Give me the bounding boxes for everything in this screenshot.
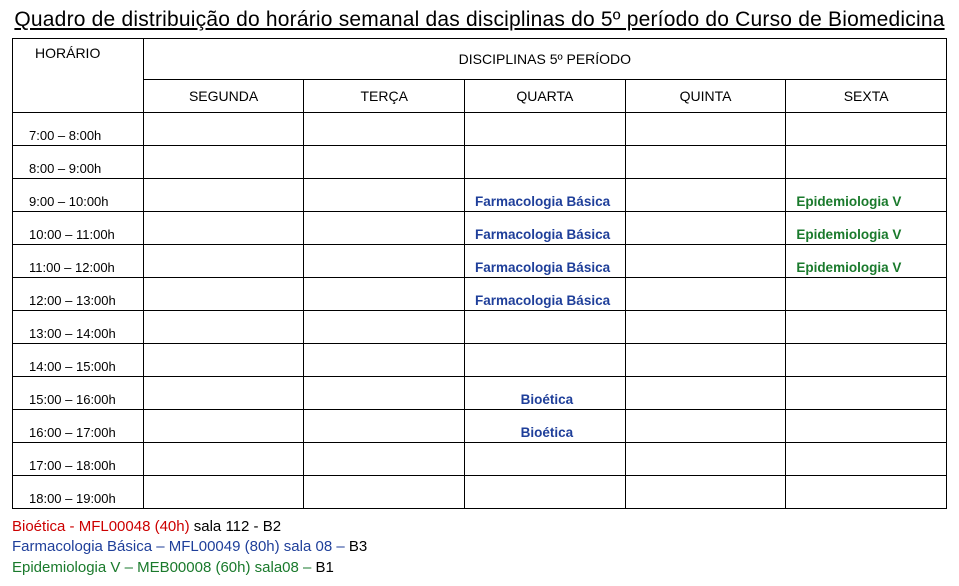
cell-2-0 xyxy=(143,179,304,212)
cell-10-3 xyxy=(625,443,786,476)
cell-6-4 xyxy=(786,311,947,344)
cell-11-2 xyxy=(465,476,626,509)
footer-1a: Bioética - MFL00048 (40h) xyxy=(12,518,190,535)
cell-10-2 xyxy=(465,443,626,476)
cell-1-1 xyxy=(304,146,465,179)
footer-1c: B2 xyxy=(263,518,281,535)
cell-5-4 xyxy=(786,278,947,311)
time-4: 11:00 – 12:00h xyxy=(13,245,144,278)
cell-9-0 xyxy=(143,410,304,443)
footer-1b: sala 112 - xyxy=(190,518,263,535)
cell-2-2: Farmacologia Básica xyxy=(465,179,626,212)
cell-0-2 xyxy=(465,113,626,146)
cell-2-1 xyxy=(304,179,465,212)
footer-3a: Epidemiologia V – MEB00008 (60h) sala08 … xyxy=(12,559,316,576)
col-sexta: SEXTA xyxy=(786,80,947,113)
footer-2a: Farmacologia Básica – MFL00049 (80h) sal… xyxy=(12,538,349,555)
cell-3-2: Farmacologia Básica xyxy=(465,212,626,245)
cell-9-4 xyxy=(786,410,947,443)
cell-7-4 xyxy=(786,344,947,377)
cell-8-4 xyxy=(786,377,947,410)
cell-6-1 xyxy=(304,311,465,344)
time-0: 7:00 – 8:00h xyxy=(13,113,144,146)
cell-1-3 xyxy=(625,146,786,179)
time-2: 9:00 – 10:00h xyxy=(13,179,144,212)
cell-11-3 xyxy=(625,476,786,509)
cell-7-3 xyxy=(625,344,786,377)
cell-2-4: Epidemiologia V xyxy=(786,179,947,212)
time-3: 10:00 – 11:00h xyxy=(13,212,144,245)
cell-10-0 xyxy=(143,443,304,476)
cell-4-4: Epidemiologia V xyxy=(786,245,947,278)
cell-0-1 xyxy=(304,113,465,146)
cell-0-0 xyxy=(143,113,304,146)
cell-2-3 xyxy=(625,179,786,212)
footer-line-3: Epidemiologia V – MEB00008 (60h) sala08 … xyxy=(12,558,947,578)
cell-3-0 xyxy=(143,212,304,245)
cell-9-2: Bioética xyxy=(465,410,626,443)
cell-10-1 xyxy=(304,443,465,476)
time-7: 14:00 – 15:00h xyxy=(13,344,144,377)
cell-6-3 xyxy=(625,311,786,344)
col-segunda: SEGUNDA xyxy=(143,80,304,113)
cell-4-2: Farmacologia Básica xyxy=(465,245,626,278)
cell-8-2: Bioética xyxy=(465,377,626,410)
cell-11-1 xyxy=(304,476,465,509)
cell-11-0 xyxy=(143,476,304,509)
cell-5-0 xyxy=(143,278,304,311)
footer-legend: Bioética - MFL00048 (40h) sala 112 - B2 … xyxy=(12,517,947,578)
cell-3-3 xyxy=(625,212,786,245)
cell-1-2 xyxy=(465,146,626,179)
header-horario: HORÁRIO xyxy=(13,39,144,113)
cell-6-2 xyxy=(465,311,626,344)
cell-11-4 xyxy=(786,476,947,509)
cell-9-1 xyxy=(304,410,465,443)
cell-4-0 xyxy=(143,245,304,278)
time-5: 12:00 – 13:00h xyxy=(13,278,144,311)
cell-5-3 xyxy=(625,278,786,311)
cell-1-4 xyxy=(786,146,947,179)
cell-8-1 xyxy=(304,377,465,410)
page-title: Quadro de distribuição do horário semana… xyxy=(12,8,947,32)
cell-10-4 xyxy=(786,443,947,476)
cell-7-1 xyxy=(304,344,465,377)
cell-0-4 xyxy=(786,113,947,146)
footer-3b: B1 xyxy=(316,559,334,576)
cell-8-0 xyxy=(143,377,304,410)
cell-9-3 xyxy=(625,410,786,443)
time-1: 8:00 – 9:00h xyxy=(13,146,144,179)
cell-3-4: Epidemiologia V xyxy=(786,212,947,245)
footer-line-1: Bioética - MFL00048 (40h) sala 112 - B2 xyxy=(12,517,947,537)
cell-0-3 xyxy=(625,113,786,146)
cell-1-0 xyxy=(143,146,304,179)
time-10: 17:00 – 18:00h xyxy=(13,443,144,476)
time-6: 13:00 – 14:00h xyxy=(13,311,144,344)
col-quinta: QUINTA xyxy=(625,80,786,113)
time-11: 18:00 – 19:00h xyxy=(13,476,144,509)
time-8: 15:00 – 16:00h xyxy=(13,377,144,410)
schedule-table: HORÁRIO DISCIPLINAS 5º PERÍODO SEGUNDA T… xyxy=(12,38,947,509)
footer-2b: B3 xyxy=(349,538,367,555)
cell-4-1 xyxy=(304,245,465,278)
cell-5-2: Farmacologia Básica xyxy=(465,278,626,311)
cell-7-2 xyxy=(465,344,626,377)
col-terca: TERÇA xyxy=(304,80,465,113)
col-quarta: QUARTA xyxy=(465,80,626,113)
header-disciplinas: DISCIPLINAS 5º PERÍODO xyxy=(143,39,946,80)
footer-line-2: Farmacologia Básica – MFL00049 (80h) sal… xyxy=(12,537,947,557)
cell-8-3 xyxy=(625,377,786,410)
cell-7-0 xyxy=(143,344,304,377)
cell-4-3 xyxy=(625,245,786,278)
cell-3-1 xyxy=(304,212,465,245)
cell-5-1 xyxy=(304,278,465,311)
cell-6-0 xyxy=(143,311,304,344)
time-9: 16:00 – 17:00h xyxy=(13,410,144,443)
